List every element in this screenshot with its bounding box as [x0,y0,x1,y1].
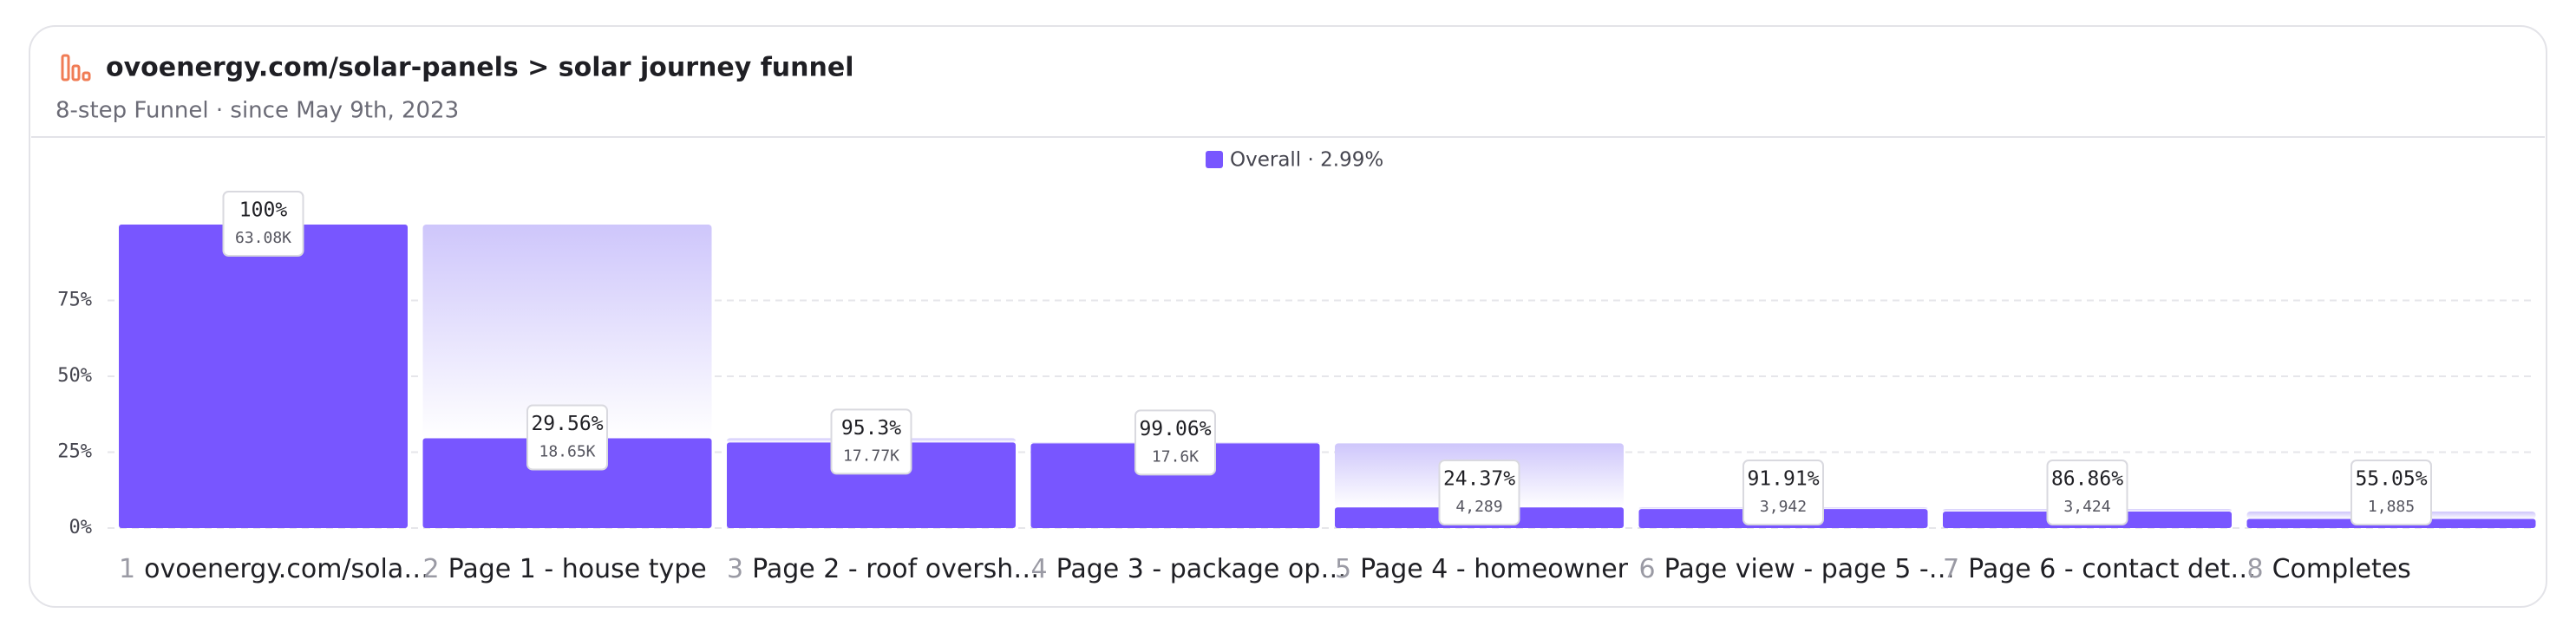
conversion-label: 24.37% [1443,468,1515,491]
step-number: 2 [423,554,440,584]
x-tick-label: 7 Page 6 - contact det… [1943,554,2256,584]
label-box [1742,460,1824,525]
x-tick-label: 6 Page view - page 5 -… [1639,554,1955,584]
step-name: Page 3 - package op… [1056,554,1347,584]
step-name: Page 2 - roof oversh… [752,554,1039,584]
bar [422,438,712,528]
conversion-label: 86.86% [2051,468,2123,491]
conversion-label: 55.05% [2355,468,2427,491]
step-name: Page 4 - homeowner [1360,554,1629,584]
step-name: Page 1 - house type [448,554,707,584]
step-number: 7 [1943,554,1959,584]
step-number: 1 [119,554,135,584]
step-number: 4 [1031,554,1048,584]
legend-label: Overall · 2.99% [1230,149,1383,172]
bar [727,442,1016,528]
count-label: 3,942 [1760,498,1807,516]
count-label: 1,885 [2368,498,2415,516]
count-label: 4,289 [1455,498,1502,516]
chart-title: ovoenergy.com/solar-panels > solar journ… [106,53,853,83]
label-box [830,408,912,475]
step-name: Completes [2272,554,2411,584]
funnel-icon [61,54,91,82]
count-label: 17.6K [1152,447,1199,466]
legend-swatch [1206,151,1223,168]
step-name: Page view - page 5 -… [1664,554,1955,584]
x-tick-label: 8 Completes [2247,554,2411,584]
step-number: 6 [1639,554,1656,584]
step-number: 5 [1335,554,1351,584]
conversion-label: 91.91% [1747,468,1819,491]
x-tick-label: 4 Page 3 - package op… [1031,554,1347,584]
bar [1030,443,1320,528]
label-box [1134,409,1216,476]
label-box [2350,460,2432,525]
x-tick-label: 5 Page 4 - homeowner [1335,554,1629,584]
y-tick-label: 25% [57,441,92,463]
y-tick-label: 0% [69,517,93,538]
conversion-label: 95.3% [841,417,901,440]
label-box [526,404,608,471]
label-box [1438,460,1520,525]
label-box [2046,460,2128,525]
label-box [222,191,304,257]
conversion-label: 29.56% [531,413,603,435]
count-label: 18.65K [539,443,595,461]
conversion-label: 100% [239,199,288,222]
count-label: 17.77K [843,447,899,465]
count-label: 63.08K [235,229,291,247]
step-name: ovoenergy.com/sola… [144,554,429,584]
conversion-label: 99.06% [1139,418,1211,440]
x-tick-label: 2 Page 1 - house type [423,554,707,584]
x-tick-label: 1 ovoenergy.com/sola… [119,554,429,584]
step-number: 3 [727,554,743,584]
y-tick-label: 75% [57,290,92,311]
drop-off [422,225,712,439]
count-label: 3,424 [2063,498,2110,516]
bar [119,225,408,528]
chart-subtitle: 8-step Funnel · since May 9th, 2023 [56,98,459,124]
x-tick-label: 3 Page 2 - roof oversh… [727,554,1039,584]
step-number: 8 [2247,554,2264,584]
step-name: Page 6 - contact det… [1968,554,2256,584]
y-tick-label: 50% [57,365,92,387]
